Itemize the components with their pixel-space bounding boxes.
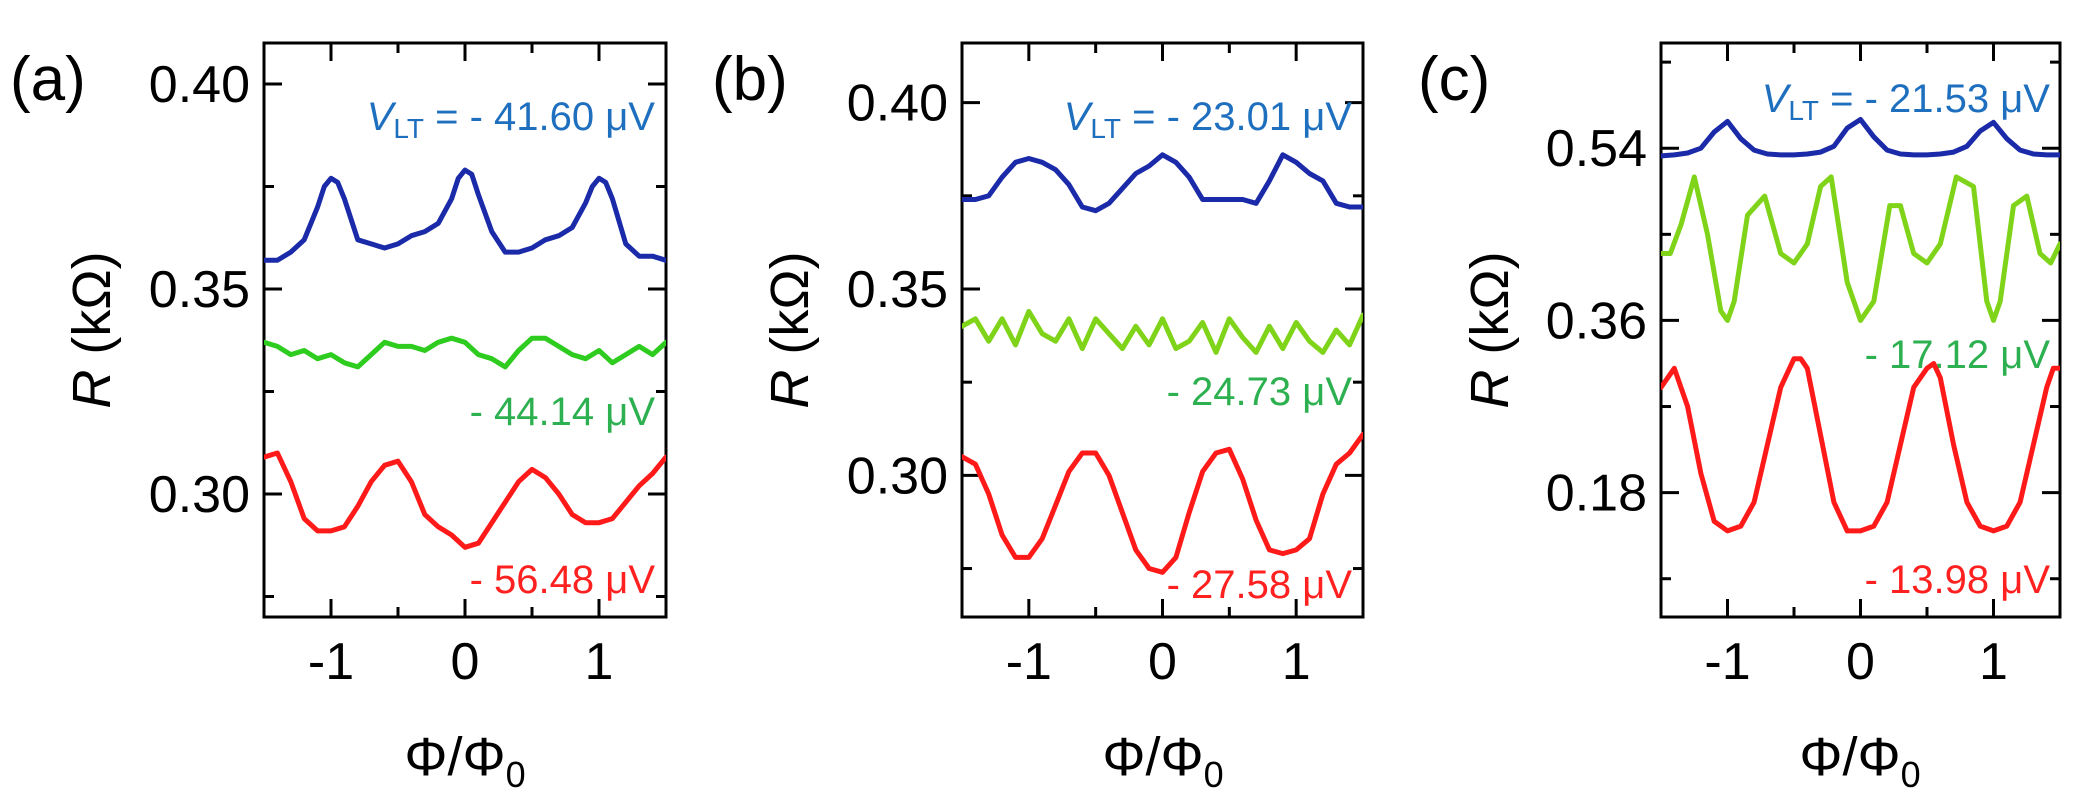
y-axis-label: R (kΩ) [760,251,820,408]
x-axis-label: Φ/Φ0 [1102,727,1223,795]
series-line-green [1661,174,2060,323]
series-line-green [962,308,1363,355]
panel-2: 0.30 0.35 0.40 -1 0 1 VLT = - 23.01 μV - 24.73 … [712,41,1365,795]
series-label-red: - 27.58 μV [1167,563,1353,607]
series-line-green [264,335,666,370]
y-axis-label: R (kΩ) [62,251,122,408]
panel-label: (b) [712,45,788,114]
series-line-blue [1661,117,2060,159]
y-tick-label: 0.35 [149,261,250,319]
y-axis-label: R (kΩ) [1460,251,1520,408]
series-label-red: - 13.98 μV [1865,558,2051,602]
y-tick-label: 0.30 [847,447,948,505]
series-line-red [962,431,1363,575]
series-line-red [1661,356,2060,534]
x-tick-label: -1 [308,633,354,691]
series-label-green: - 17.12 μV [1865,333,2051,377]
y-tick-label: 0.18 [1546,465,1647,523]
series-label-blue: VLT = - 21.53 μV [1762,77,2051,126]
series-line-blue [962,152,1363,214]
x-axis-label: Φ/Φ0 [1799,727,1920,795]
series-label-green: - 44.14 μV [470,390,656,434]
panel-label: (c) [1418,45,1490,114]
x-tick-label: -1 [1704,633,1750,691]
x-axis-label: Φ/Φ0 [404,727,525,795]
x-tick-label: 1 [585,633,614,691]
x-tick-label: -1 [1006,633,1052,691]
x-tick-label: 1 [1282,633,1311,691]
y-tick-label: 0.40 [847,75,948,133]
y-tick-label: 0.36 [1546,292,1647,350]
y-tick-label: 0.54 [1546,120,1647,178]
panel-label: (a) [10,45,86,114]
series-label-green: - 24.73 μV [1167,370,1353,414]
y-tick-label: 0.30 [149,466,250,524]
y-tick-label: 0.40 [149,56,250,114]
x-tick-label: 0 [451,633,480,691]
series-label-red: - 56.48 μV [470,558,656,602]
x-tick-label: 1 [1979,633,2008,691]
series-line-blue [264,167,666,263]
series-label-blue: VLT = - 23.01 μV [1064,95,1353,144]
x-tick-label: 0 [1148,633,1177,691]
series-line-red [264,450,666,550]
panel-1: 0.30 0.35 0.40 -1 0 1 VLT = - 41.60 μV - 44.14 … [10,41,668,795]
x-tick-label: 0 [1846,633,1875,691]
y-tick-label: 0.35 [847,261,948,319]
panel-3: 0.18 0.36 0.54 -1 0 1 VLT = - 21.53 μV - 17.12 … [1418,41,2062,795]
series-label-blue: VLT = - 41.60 μV [367,95,656,144]
